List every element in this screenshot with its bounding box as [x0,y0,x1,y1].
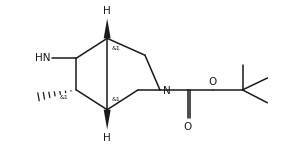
Polygon shape [104,110,111,130]
Text: H: H [103,5,111,16]
Text: HN: HN [35,53,50,63]
Text: H: H [103,133,111,143]
Text: O: O [209,77,217,87]
Text: &1: &1 [60,95,68,100]
Text: &1: &1 [111,46,120,51]
Text: O: O [184,122,192,132]
Text: &1: &1 [111,97,120,102]
Polygon shape [104,19,111,38]
Text: N: N [163,86,171,96]
